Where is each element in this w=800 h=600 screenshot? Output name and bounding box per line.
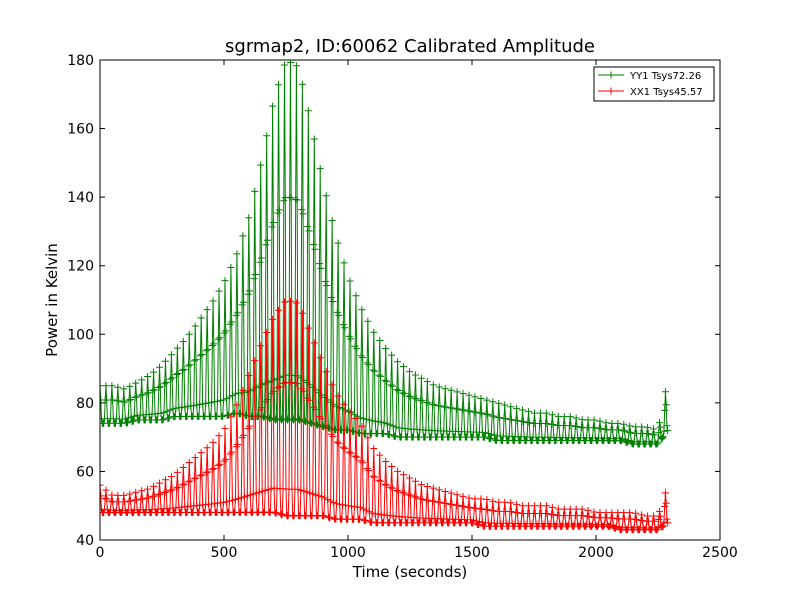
y-axis-label: Power in Kelvin xyxy=(43,243,61,357)
legend-entry: XX1 Tsys45.57 xyxy=(630,87,703,98)
series-layer xyxy=(100,60,672,534)
chart-title: sgrmap2, ID:60062 Calibrated Amplitude xyxy=(225,36,595,57)
x-tick-label: 500 xyxy=(211,545,238,561)
plot-frame xyxy=(99,59,721,541)
x-axis-label: Time (seconds) xyxy=(352,563,468,581)
y-tick-label: 160 xyxy=(67,122,94,138)
x-tick-label: 0 xyxy=(96,545,105,561)
legend-entry: YY1 Tsys72.26 xyxy=(629,71,701,82)
series-markers xyxy=(100,60,672,448)
y-tick-label: 60 xyxy=(76,464,94,480)
y-tick-label: 40 xyxy=(76,533,94,549)
series-xx1 xyxy=(100,297,672,534)
legend-box xyxy=(593,66,715,102)
x-tick-label: 1000 xyxy=(330,545,366,561)
y-tick-label: 180 xyxy=(67,53,94,69)
plot-background xyxy=(100,60,720,540)
legend-marker xyxy=(607,87,615,95)
series-markers xyxy=(100,297,672,534)
x-tick-label: 2000 xyxy=(578,545,614,561)
x-axis: 0 500 1000 1500 2000 2500 xyxy=(96,60,738,561)
plot-area xyxy=(99,59,721,541)
y-tick-label: 140 xyxy=(67,190,94,206)
y-tick-label: 120 xyxy=(67,259,94,275)
series-yy1 xyxy=(100,60,672,448)
y-tick-label: 100 xyxy=(67,327,94,343)
x-tick-label: 1500 xyxy=(454,545,490,561)
y-tick-label: 80 xyxy=(76,396,94,412)
legend: YY1 Tsys72.26 XX1 Tsys45.57 xyxy=(593,66,715,102)
legend-marker xyxy=(607,71,615,79)
x-tick-label: 2500 xyxy=(702,545,738,561)
y-axis: 40 60 80 100 120 140 160 180 xyxy=(67,53,720,549)
